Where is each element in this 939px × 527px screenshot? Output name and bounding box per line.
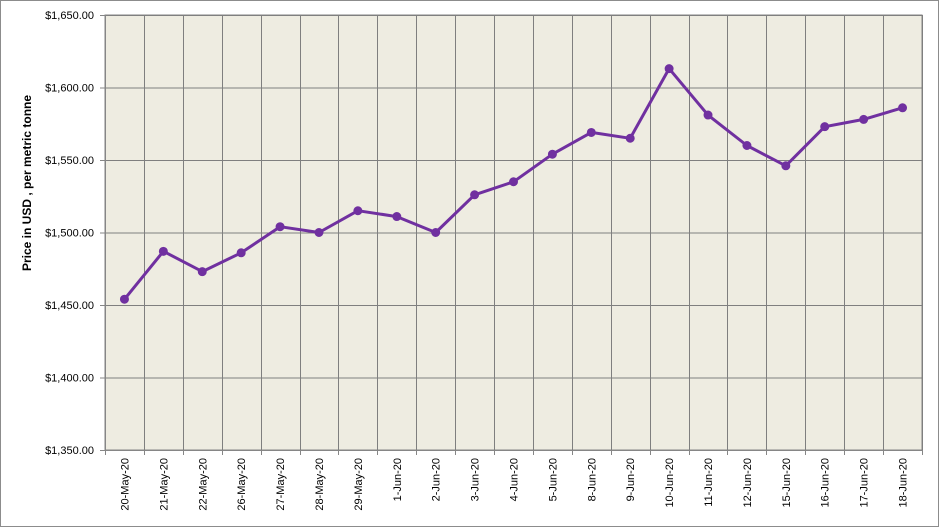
x-tick-label: 18-Jun-20 — [898, 458, 910, 508]
x-tick-label: 12-Jun-20 — [742, 458, 754, 508]
data-point — [586, 127, 596, 137]
data-point — [236, 248, 246, 258]
data-point — [547, 149, 557, 159]
data-point — [392, 212, 402, 222]
x-tick-label: 22-May-20 — [197, 458, 209, 511]
x-tick-label: 20-May-20 — [119, 458, 131, 511]
data-point — [781, 161, 791, 171]
x-tick-label: 21-May-20 — [158, 458, 170, 511]
x-tick-label: 4-Jun-20 — [509, 458, 521, 501]
x-tick-label: 1-Jun-20 — [392, 458, 404, 501]
x-tick-label: 9-Jun-20 — [625, 458, 637, 501]
x-tick-label: 15-Jun-20 — [781, 458, 793, 508]
y-tick-label: $1,500.00 — [45, 228, 94, 240]
x-tick-label: 26-May-20 — [236, 458, 248, 511]
data-point — [859, 114, 869, 124]
data-point — [898, 103, 908, 113]
x-tick-label: 29-May-20 — [353, 458, 365, 511]
data-point — [509, 177, 518, 187]
data-point — [314, 228, 324, 237]
y-tick-label: $1,450.00 — [45, 300, 94, 312]
x-tick-label: 16-Jun-20 — [820, 458, 832, 508]
y-tick-label: $1,350.00 — [45, 445, 94, 457]
y-tick-label: $1,400.00 — [45, 373, 94, 385]
x-tick-label: 11-Jun-20 — [703, 458, 715, 507]
y-tick-label: $1,600.00 — [45, 83, 94, 95]
x-tick-label: 10-Jun-20 — [664, 458, 676, 508]
x-tick-label: 2-Jun-20 — [431, 458, 443, 501]
x-tick-label: 28-May-20 — [314, 458, 326, 511]
gridlines — [100, 15, 923, 455]
x-tick-label: 3-Jun-20 — [470, 458, 482, 501]
x-tick-label: 17-Jun-20 — [859, 458, 871, 508]
y-axis-ticks: $1,350.00 $1,400.00 $1,450.00 $1,500.00 $1,5… — [45, 10, 105, 457]
data-point — [353, 206, 363, 216]
x-tick-label: 8-Jun-20 — [586, 458, 598, 501]
data-point — [431, 228, 441, 237]
data-point — [703, 110, 713, 120]
data-point — [625, 133, 635, 143]
series-layer — [119, 64, 908, 304]
data-point — [119, 294, 129, 304]
data-point — [664, 64, 674, 74]
data-point — [197, 267, 207, 277]
x-tick-label: 27-May-20 — [275, 458, 287, 511]
y-tick-label: $1,550.00 — [45, 155, 94, 167]
data-point — [820, 122, 830, 132]
data-point — [742, 141, 752, 150]
data-point — [275, 222, 285, 232]
x-axis-ticks: 20-May-20 21-May-20 22-May-20 26-May-20 27-M… — [105, 450, 923, 511]
y-tick-label: $1,650.00 — [45, 10, 94, 22]
x-tick-label: 5-Jun-20 — [547, 458, 559, 501]
data-point — [158, 246, 168, 256]
data-point — [470, 190, 480, 200]
y-axis-title: Price in USD , per metric tonne — [20, 95, 34, 271]
